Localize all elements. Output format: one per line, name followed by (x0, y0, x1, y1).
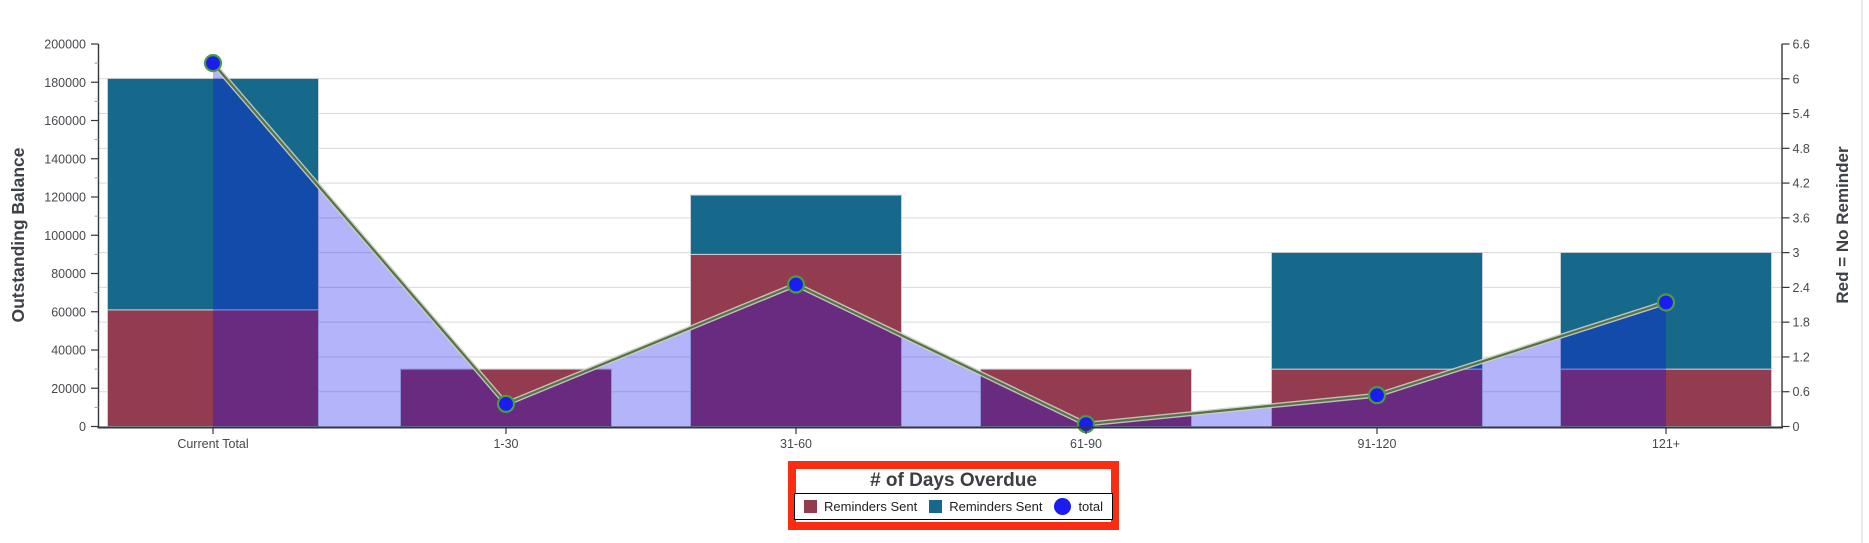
total-marker-31-60[interactable] (786, 275, 806, 294)
bar-segment-reminders-teal-31-60[interactable] (690, 194, 902, 255)
x-tick-label-91-120: 91-120 (1358, 437, 1397, 451)
x-tick-label-31-60: 31-60 (780, 437, 812, 451)
right-tick-label: 6.6 (1793, 38, 1810, 52)
right-tick-label: 6 (1793, 72, 1800, 86)
right-tick-label: 3 (1793, 246, 1800, 260)
right-tick-label: 1.2 (1793, 350, 1810, 364)
legend-item-label: Reminders Sent (949, 499, 1043, 514)
legend-dot-icon (1054, 498, 1072, 515)
x-tick-label-Current Total: Current Total (177, 437, 248, 451)
left-axis-title: Outstanding Balance (8, 147, 28, 322)
legend-highlight-box: # of Days Overdue Reminders Sent Reminde… (788, 461, 1119, 530)
left-tick-label: 140000 (44, 152, 86, 166)
right-tick-label: 3.6 (1793, 211, 1810, 225)
left-tick-label: 200000 (44, 38, 86, 52)
left-tick-label: 0 (79, 420, 86, 434)
x-tick-label-121+: 121+ (1652, 437, 1680, 451)
total-marker-121+[interactable] (1656, 293, 1676, 312)
left-tick-label: 160000 (44, 114, 86, 128)
x-tick-label-61-90: 61-90 (1070, 437, 1102, 451)
right-tick-label: 0.6 (1793, 385, 1810, 399)
right-tick-label: 5.4 (1793, 107, 1810, 121)
legend-item-label: total (1078, 499, 1104, 514)
right-tick-label: 1.8 (1793, 316, 1810, 330)
right-tick-label: 4.8 (1793, 142, 1810, 156)
left-tick-label: 100000 (44, 229, 86, 243)
right-tick-label: 2.4 (1793, 281, 1810, 295)
x-tick-label-1-30: 1-30 (493, 437, 518, 451)
right-axis-title: Red = No Reminder (1833, 146, 1852, 304)
x-axis-title: # of Days Overdue (870, 470, 1037, 491)
legend-item-reminders-sent-red[interactable]: Reminders Sent (804, 500, 917, 513)
legend-square-red-icon (804, 500, 817, 513)
left-tick-label: 80000 (51, 267, 86, 281)
legend-item-label: Reminders Sent (824, 499, 918, 514)
legend-item-reminders-sent-teal[interactable]: Reminders Sent (929, 500, 1042, 513)
total-marker-1-30[interactable] (496, 394, 516, 413)
total-marker-91-120[interactable] (1367, 386, 1387, 405)
left-tick-label: 40000 (51, 344, 86, 358)
legend-square-teal-icon (929, 500, 943, 513)
left-tick-label: 60000 (51, 305, 86, 319)
right-tick-label: 4.2 (1793, 177, 1810, 191)
bar-segment-reminders-red-121+[interactable] (1560, 368, 1772, 427)
total-marker-Current Total[interactable] (203, 54, 223, 73)
legend-item-total[interactable]: total (1054, 498, 1103, 515)
left-tick-label: 120000 (44, 191, 86, 205)
total-line (212, 62, 1667, 426)
left-tick-label: 180000 (44, 76, 86, 90)
chart-legend: Reminders Sent Reminders Sent total (794, 493, 1114, 520)
bar-segment-reminders-teal-91-120[interactable] (1271, 251, 1483, 370)
right-tick-label: 0 (1793, 420, 1800, 434)
bar-segment-reminders-teal-Current Total[interactable] (107, 77, 319, 311)
left-tick-label: 20000 (51, 382, 86, 396)
